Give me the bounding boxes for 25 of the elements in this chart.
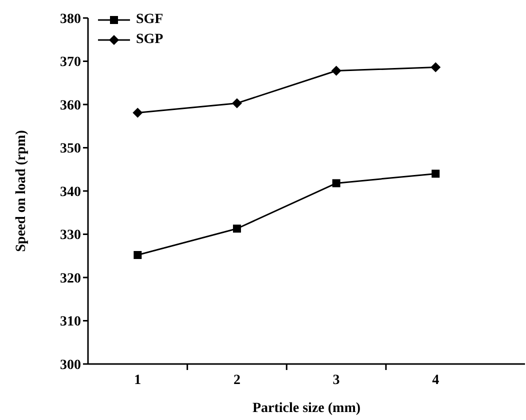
point bbox=[134, 251, 142, 260]
x-axis-title: Particle size (mm) bbox=[252, 401, 361, 416]
y-tick-label: 340 bbox=[60, 184, 81, 200]
point bbox=[232, 98, 242, 108]
point bbox=[331, 66, 342, 76]
y-tick-label: 320 bbox=[60, 271, 81, 286]
y-axis-title: Speed on load (rpm) bbox=[14, 130, 29, 252]
y-tick-label: 370 bbox=[60, 55, 81, 70]
point bbox=[232, 224, 241, 233]
point bbox=[132, 108, 143, 118]
y-tick-label: 360 bbox=[60, 98, 81, 114]
y-tick-label: 380 bbox=[60, 12, 81, 27]
point bbox=[430, 62, 441, 72]
y-tick-label: 330 bbox=[60, 228, 81, 244]
y-tick-label: 350 bbox=[60, 142, 81, 157]
y-tick-label: 310 bbox=[60, 314, 81, 330]
point bbox=[332, 179, 340, 188]
legend-label: SGP bbox=[136, 32, 164, 48]
x-tick-label: 1 bbox=[134, 373, 142, 388]
x-tick-label: 3 bbox=[332, 373, 340, 388]
legend-label: SGF bbox=[136, 12, 164, 28]
x-tick-label: 4 bbox=[432, 373, 440, 388]
point bbox=[432, 170, 440, 178]
y-tick-label: 300 bbox=[60, 358, 81, 373]
x-tick-label: 2 bbox=[233, 373, 240, 388]
